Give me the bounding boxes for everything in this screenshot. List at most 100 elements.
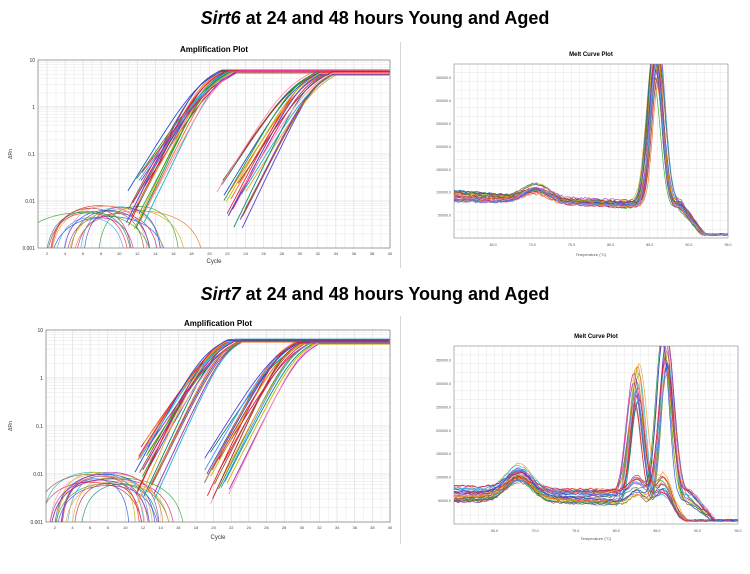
melt-curve-peak-1: [454, 64, 728, 236]
x-tick-label: 2: [54, 525, 57, 530]
x-tick-label: 14: [153, 251, 158, 256]
amplification-curve-late: [239, 72, 390, 193]
x-axis-label: Temperature (°C): [576, 252, 607, 257]
melt-curve-peak-1: [454, 64, 728, 236]
noise-curve: [51, 478, 174, 522]
x-tick-label: 75.0: [568, 243, 575, 247]
x-tick-label: 40: [388, 251, 393, 256]
y-tick-label: 1: [32, 105, 35, 111]
x-axis-label: Cycle: [206, 259, 222, 265]
noise-curve: [64, 205, 148, 248]
noise-curve: [74, 483, 142, 522]
noise-curve: [52, 205, 163, 248]
x-tick-label: 10: [117, 251, 122, 256]
amplification-curve-late: [227, 74, 389, 216]
y-tick-label: 0.1: [28, 152, 35, 158]
y-tick-label: 0.1: [36, 424, 43, 430]
y-tick-label: 0.001: [30, 520, 43, 526]
x-tick-label: 34: [334, 251, 339, 256]
melt-curve-title: Melt Curve Plot: [574, 334, 618, 340]
noise-curve: [61, 478, 130, 522]
amplification-curve-early: [131, 71, 390, 217]
noise-curve: [55, 482, 170, 522]
x-tick-label: 20: [211, 525, 216, 530]
noise-curve: [60, 471, 160, 522]
y-tick-label: 0.001: [22, 246, 35, 252]
x-tick-label: 30: [298, 251, 303, 256]
y-tick-label: 300000.0: [436, 382, 451, 386]
x-tick-label: 70.0: [529, 243, 536, 247]
x-tick-label: 38: [370, 525, 375, 530]
sirt6-melt-panel: Melt Curve Plot 65.0 70.0 75.0 80.0 85.0 90.0 9…: [402, 42, 748, 268]
sirt6-melt-curve-plot: Melt Curve Plot 65.0 70.0 75.0 80.0 85.0 90.0 9…: [436, 52, 732, 257]
y-tick-label: 0.01: [33, 472, 43, 478]
x-tick-label: 70.0: [532, 529, 539, 533]
sirt7-melt-panel: Melt Curve Plot 65.0 70.0 75.0 80.0 85.0 90.0 9…: [402, 316, 748, 552]
melt-curve-peak-1: [454, 64, 728, 236]
x-tick-label: 75.0: [572, 529, 579, 533]
grid-lines: [453, 63, 729, 239]
plot-frame: [453, 63, 729, 239]
amplification-curve-late: [228, 343, 390, 490]
y-tick-label: 350000.0: [436, 76, 451, 80]
melt-curve-peak-1: [454, 64, 728, 236]
x-tick-label: 95.0: [725, 243, 732, 247]
noise-curve: [46, 210, 131, 248]
x-tick-label: 18: [194, 525, 199, 530]
sirt7-divider: [400, 316, 401, 544]
y-tick-label: 250000.0: [436, 405, 451, 409]
x-tick-label: 6: [89, 525, 92, 530]
x-tick-label: 80.0: [613, 529, 620, 533]
x-tick-label: 36: [352, 251, 357, 256]
amplification-curve-late: [221, 71, 390, 185]
x-tick-label: 20: [207, 251, 212, 256]
x-tick-label: 40: [388, 525, 393, 530]
noise-curve: [77, 213, 158, 248]
x-tick-label: 36: [352, 525, 357, 530]
x-tick-label: 28: [279, 251, 284, 256]
x-tick-label: 8: [100, 251, 103, 256]
melt-curve-peak-1: [454, 64, 728, 236]
x-tick-label: 4: [64, 251, 67, 256]
melt-curve-peak-1: [454, 64, 728, 236]
series-group: [46, 338, 390, 522]
melt-curve-peak-1: [454, 64, 728, 236]
amplification-curve-late: [220, 342, 389, 488]
x-axis-label: Cycle: [210, 535, 226, 541]
x-tick-label: 2: [46, 251, 49, 256]
x-tick-label: 12: [135, 251, 140, 256]
x-axis-label: Temperature (°C): [581, 536, 612, 541]
y-tick-label: 100000.0: [436, 476, 451, 480]
series-group: [454, 346, 738, 522]
series-group: [38, 69, 390, 248]
sirt7-title-text: at 24 and 48 hours Young and Aged: [240, 284, 550, 304]
amplification-curve-late: [226, 71, 390, 214]
y-tick-label: 50000.0: [438, 499, 451, 503]
x-tick-label: 34: [335, 525, 340, 530]
x-tick-label: 38: [370, 251, 375, 256]
noise-curve: [72, 476, 153, 522]
y-tick-label: 200000.0: [436, 429, 451, 433]
melt-curve-peak-1: [454, 64, 728, 236]
y-tick-label: 50000.0: [438, 214, 451, 218]
noise-curve: [69, 208, 184, 248]
sirt7-amplification-panel: Amplification Plot 2 4 6 8 10 12 14 16 18 20 22 24 26…: [2, 316, 400, 544]
x-tick-label: 14: [158, 525, 163, 530]
y-tick-label: 200000.0: [436, 145, 451, 149]
melt-curve-peak-1: [454, 80, 728, 236]
x-tick-label: 24: [243, 251, 248, 256]
amplification-curve-late: [212, 341, 389, 499]
y-tick-label: 350000.0: [436, 359, 451, 363]
sirt6-divider: [400, 42, 401, 268]
noise-curve: [56, 473, 164, 522]
amplification-curve-late: [226, 73, 389, 202]
melt-curve-peak-1: [454, 64, 728, 236]
x-tick-label: 16: [176, 525, 181, 530]
amplification-curve-late: [233, 74, 390, 228]
y-tick-label: 10: [29, 58, 35, 64]
y-tick-label: 10: [37, 328, 43, 334]
x-tick-label: 80.0: [607, 243, 614, 247]
x-tick-label: 85.0: [653, 529, 660, 533]
y-tick-label: 300000.0: [436, 99, 451, 103]
